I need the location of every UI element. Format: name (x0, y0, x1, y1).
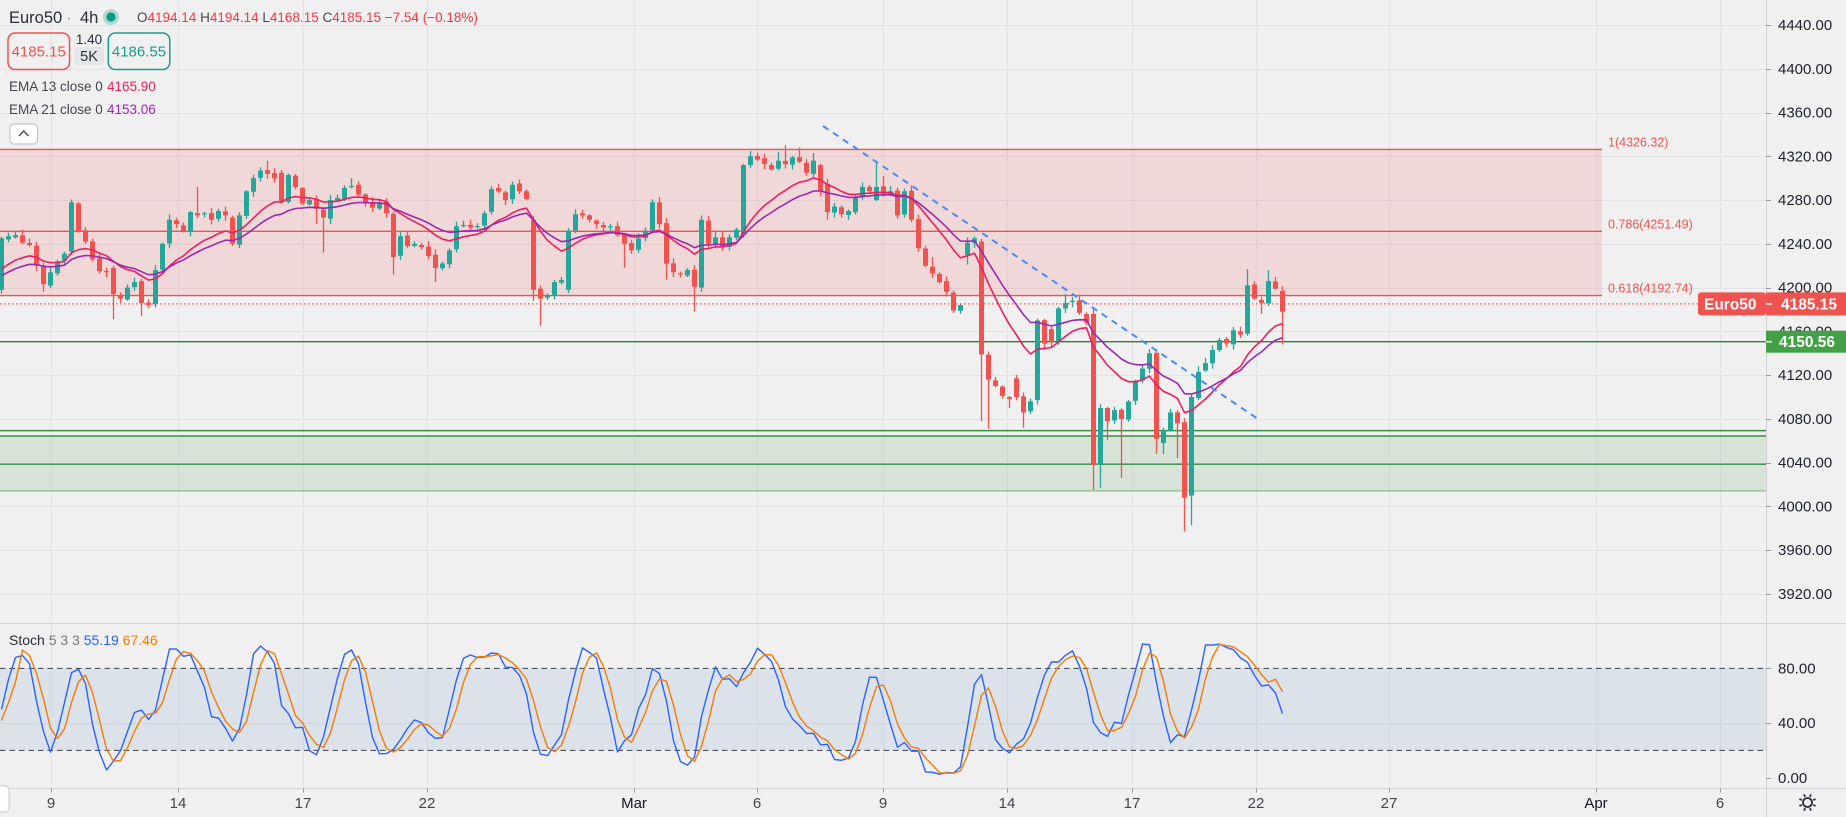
svg-text:4165.90: 4165.90 (107, 79, 156, 94)
svg-text:EMA 21 close 0: EMA 21 close 0 (9, 102, 103, 117)
svg-text:5K: 5K (80, 49, 98, 65)
svg-text:4360.00: 4360.00 (1778, 105, 1832, 122)
svg-text:Euro50: Euro50 (1704, 296, 1757, 313)
svg-text:4320.00: 4320.00 (1778, 148, 1832, 165)
svg-text:4280.00: 4280.00 (1778, 192, 1832, 209)
svg-text:Euro50: Euro50 (9, 9, 62, 27)
svg-text:0.00: 0.00 (1778, 770, 1807, 787)
svg-text:14: 14 (999, 795, 1016, 812)
svg-text:·: · (66, 9, 72, 27)
svg-text:6: 6 (753, 795, 761, 812)
svg-text:4440.00: 4440.00 (1778, 17, 1832, 34)
svg-text:4153.06: 4153.06 (107, 102, 156, 117)
svg-text:Mar: Mar (621, 795, 647, 812)
svg-text:Apr: Apr (1584, 795, 1607, 812)
svg-text:Stoch 5 3 3 55.19 67.46: Stoch 5 3 3 55.19 67.46 (9, 632, 158, 648)
svg-text:EMA 13 close 0: EMA 13 close 0 (9, 79, 103, 94)
svg-text:4200.00: 4200.00 (1778, 280, 1832, 297)
svg-text:14: 14 (170, 795, 187, 812)
svg-text:6: 6 (1716, 795, 1724, 812)
svg-text:O4194.14 H4194.14 L4168.15 C41: O4194.14 H4194.14 L4168.15 C4185.15 −7.5… (137, 10, 478, 25)
svg-text:4040.00: 4040.00 (1778, 455, 1832, 472)
svg-text:1.40: 1.40 (76, 32, 102, 47)
svg-text:4000.00: 4000.00 (1778, 499, 1832, 516)
svg-text:0.618(4192.74): 0.618(4192.74) (1608, 282, 1693, 296)
svg-text:4080.00: 4080.00 (1778, 411, 1832, 428)
svg-text:4400.00: 4400.00 (1778, 61, 1832, 78)
svg-text:27: 27 (1381, 795, 1398, 812)
svg-text:9: 9 (879, 795, 887, 812)
svg-text:17: 17 (1124, 795, 1141, 812)
svg-text:4185.15: 4185.15 (12, 44, 66, 61)
svg-text:22: 22 (419, 795, 436, 812)
svg-text:9: 9 (47, 795, 55, 812)
svg-text:80.00: 80.00 (1778, 660, 1816, 677)
svg-text:4150.56: 4150.56 (1779, 334, 1835, 351)
svg-text:40.00: 40.00 (1778, 715, 1816, 732)
svg-text:22: 22 (1248, 795, 1265, 812)
svg-text:17: 17 (295, 795, 312, 812)
svg-text:4186.55: 4186.55 (112, 44, 166, 61)
svg-text:4185.15: 4185.15 (1781, 296, 1837, 313)
svg-text:1(4326.32): 1(4326.32) (1608, 135, 1668, 149)
svg-text:4h: 4h (80, 9, 98, 27)
svg-text:3960.00: 3960.00 (1778, 542, 1832, 559)
svg-text:0.786(4251.49): 0.786(4251.49) (1608, 217, 1693, 231)
svg-text:4120.00: 4120.00 (1778, 367, 1832, 384)
svg-text:3920.00: 3920.00 (1778, 586, 1832, 603)
svg-text:4240.00: 4240.00 (1778, 236, 1832, 253)
